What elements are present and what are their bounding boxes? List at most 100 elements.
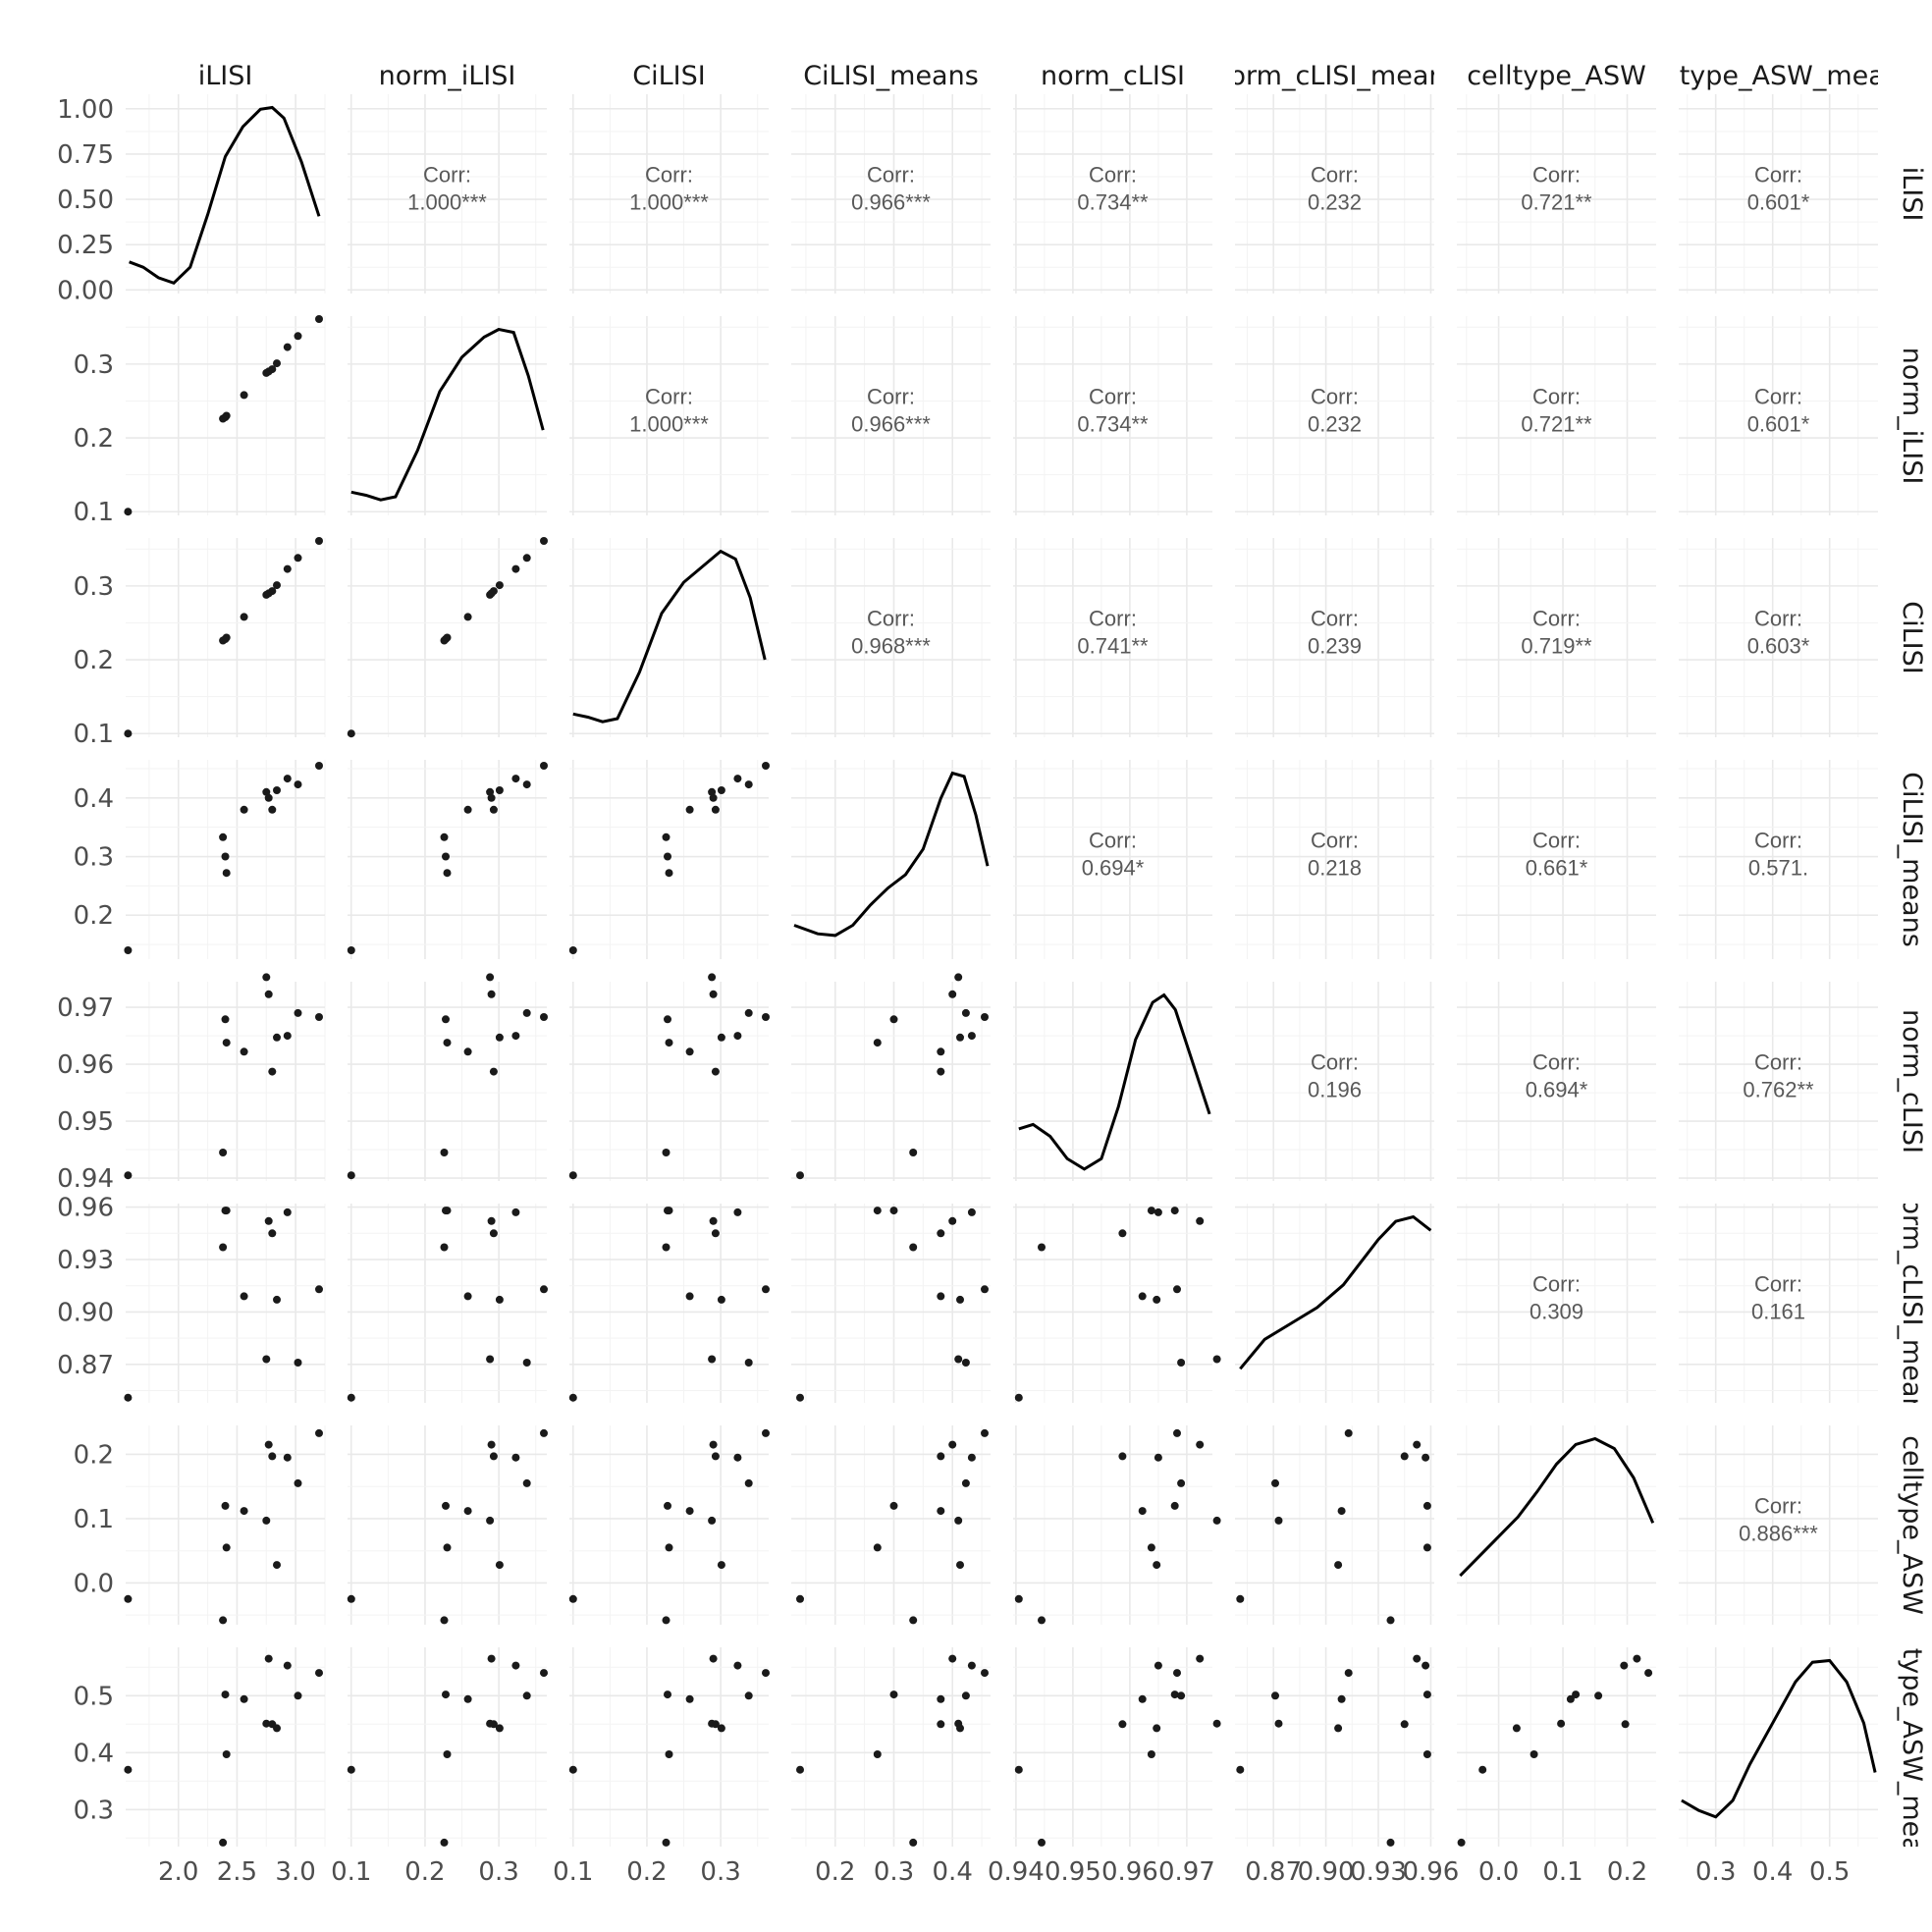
scatter-point bbox=[240, 1507, 248, 1516]
panel-3-4: Corr: 0.694* bbox=[1013, 760, 1212, 959]
strip-label-top: norm_cLISI bbox=[1041, 61, 1185, 91]
scatter-point bbox=[1014, 1393, 1023, 1402]
scatter-point bbox=[495, 786, 504, 794]
scatter-point bbox=[1337, 1507, 1346, 1516]
scatter-point bbox=[709, 793, 718, 802]
scatter-point bbox=[486, 973, 495, 982]
scatter-point bbox=[1154, 1453, 1162, 1462]
panel-7-6 bbox=[1457, 1647, 1656, 1847]
scatter-point bbox=[489, 1720, 498, 1729]
scatter-point bbox=[1212, 1516, 1221, 1525]
scatter-point bbox=[443, 1207, 452, 1215]
scatter-point bbox=[733, 1453, 742, 1462]
panel-6-4 bbox=[1013, 1425, 1221, 1625]
x-tick-label: 0.3 bbox=[1695, 1857, 1736, 1887]
corr-label: Corr: bbox=[1311, 1050, 1359, 1075]
panel-3-6: Corr: 0.661* bbox=[1457, 760, 1656, 959]
scatter-point bbox=[1572, 1690, 1581, 1699]
scatter-point bbox=[487, 793, 496, 802]
y-tick-label: 0.0 bbox=[74, 1569, 114, 1598]
y-tick-label: 0.5 bbox=[74, 1682, 114, 1711]
scatter-point bbox=[442, 1690, 450, 1699]
strip-right-group: ltype_ASW_mea bbox=[1897, 1647, 1927, 1847]
scatter-point bbox=[717, 1295, 725, 1304]
panel-4-6: Corr: 0.694* bbox=[1457, 982, 1656, 1181]
scatter-point bbox=[709, 1654, 718, 1663]
y-tick-label: 0.75 bbox=[57, 140, 114, 170]
scatter-point bbox=[796, 1393, 804, 1402]
scatter-point bbox=[273, 786, 281, 794]
scatter-point bbox=[463, 613, 472, 621]
panel-6-2 bbox=[568, 1425, 770, 1625]
scatter-point bbox=[937, 1507, 945, 1516]
scatter-point bbox=[222, 1039, 231, 1047]
scatter-point bbox=[1153, 1724, 1161, 1733]
scatter-point bbox=[522, 554, 531, 563]
panel-background bbox=[348, 94, 547, 294]
scatter-point bbox=[522, 1008, 531, 1017]
scatter-point bbox=[961, 1691, 970, 1700]
scatter-point bbox=[463, 1694, 472, 1703]
scatter-point bbox=[124, 946, 133, 954]
scatter-point bbox=[1212, 1355, 1221, 1364]
panel-background bbox=[569, 538, 769, 737]
scatter-point bbox=[909, 1838, 918, 1847]
panel-background bbox=[1013, 316, 1212, 515]
scatter-point bbox=[495, 1295, 504, 1304]
panel-background bbox=[1457, 1425, 1656, 1625]
scatter-point bbox=[440, 1838, 449, 1847]
panel-5-5 bbox=[1235, 1204, 1434, 1403]
scatter-point bbox=[540, 1285, 548, 1294]
panel-background bbox=[791, 1647, 991, 1847]
scatter-point bbox=[708, 1516, 717, 1525]
panel-2-3: Corr: 0.968*** bbox=[791, 538, 991, 737]
scatter-point bbox=[1177, 1359, 1186, 1367]
scatter-point bbox=[463, 1292, 472, 1301]
panel-6-0 bbox=[124, 1425, 326, 1625]
scatter-point bbox=[124, 1594, 133, 1603]
scatter-point bbox=[954, 1516, 963, 1525]
corr-value: 0.571. bbox=[1748, 856, 1808, 881]
scatter-point bbox=[1274, 1719, 1283, 1728]
scatter-point bbox=[262, 1719, 271, 1728]
panel-background bbox=[569, 982, 769, 1181]
panel-0-4: Corr:0.734** bbox=[1013, 94, 1212, 294]
scatter-point bbox=[540, 762, 548, 770]
scatter-point bbox=[1386, 1616, 1395, 1625]
scatter-point bbox=[937, 1694, 945, 1703]
corr-label: Corr: bbox=[1532, 163, 1581, 188]
y-tick-label: 0.3 bbox=[74, 572, 114, 602]
scatter-point bbox=[294, 780, 302, 789]
x-tick-label: 0.2 bbox=[1607, 1857, 1647, 1887]
y-tick-label: 0.97 bbox=[57, 993, 114, 1023]
scatter-point bbox=[495, 1033, 504, 1042]
scatter-point bbox=[1422, 1690, 1431, 1699]
corr-value: 0.966*** bbox=[851, 190, 931, 215]
scatter-point bbox=[709, 990, 718, 998]
scatter-point bbox=[221, 1690, 230, 1699]
scatter-point bbox=[981, 1428, 989, 1437]
y-tick-label: 0.93 bbox=[57, 1246, 114, 1275]
scatter-point bbox=[1400, 1452, 1409, 1461]
scatter-point bbox=[685, 1292, 694, 1301]
scatter-point bbox=[1170, 1690, 1179, 1699]
scatter-point bbox=[1177, 1691, 1186, 1700]
y-tick-label: 0.94 bbox=[57, 1164, 114, 1194]
scatter-point bbox=[294, 332, 302, 341]
scatter-point bbox=[222, 1543, 231, 1552]
panel-1-5: Corr: 0.232 bbox=[1235, 316, 1434, 515]
scatter-point bbox=[283, 1453, 292, 1462]
scatter-point bbox=[273, 1561, 281, 1570]
x-tick-label: 0.2 bbox=[815, 1857, 855, 1887]
scatter-point bbox=[665, 1543, 673, 1552]
scatter-point bbox=[268, 365, 277, 374]
corr-label: Corr: bbox=[1311, 385, 1359, 409]
scatter-point bbox=[1274, 1516, 1283, 1525]
corr-label: Corr: bbox=[1311, 163, 1359, 188]
scatter-point bbox=[495, 1724, 504, 1733]
y-tick-label: 0.95 bbox=[57, 1107, 114, 1137]
x-tick-label: 0.0 bbox=[1478, 1857, 1519, 1887]
corr-label: Corr: bbox=[423, 163, 471, 188]
scatter-point bbox=[1014, 1594, 1023, 1603]
corr-label: Corr: bbox=[867, 385, 915, 409]
